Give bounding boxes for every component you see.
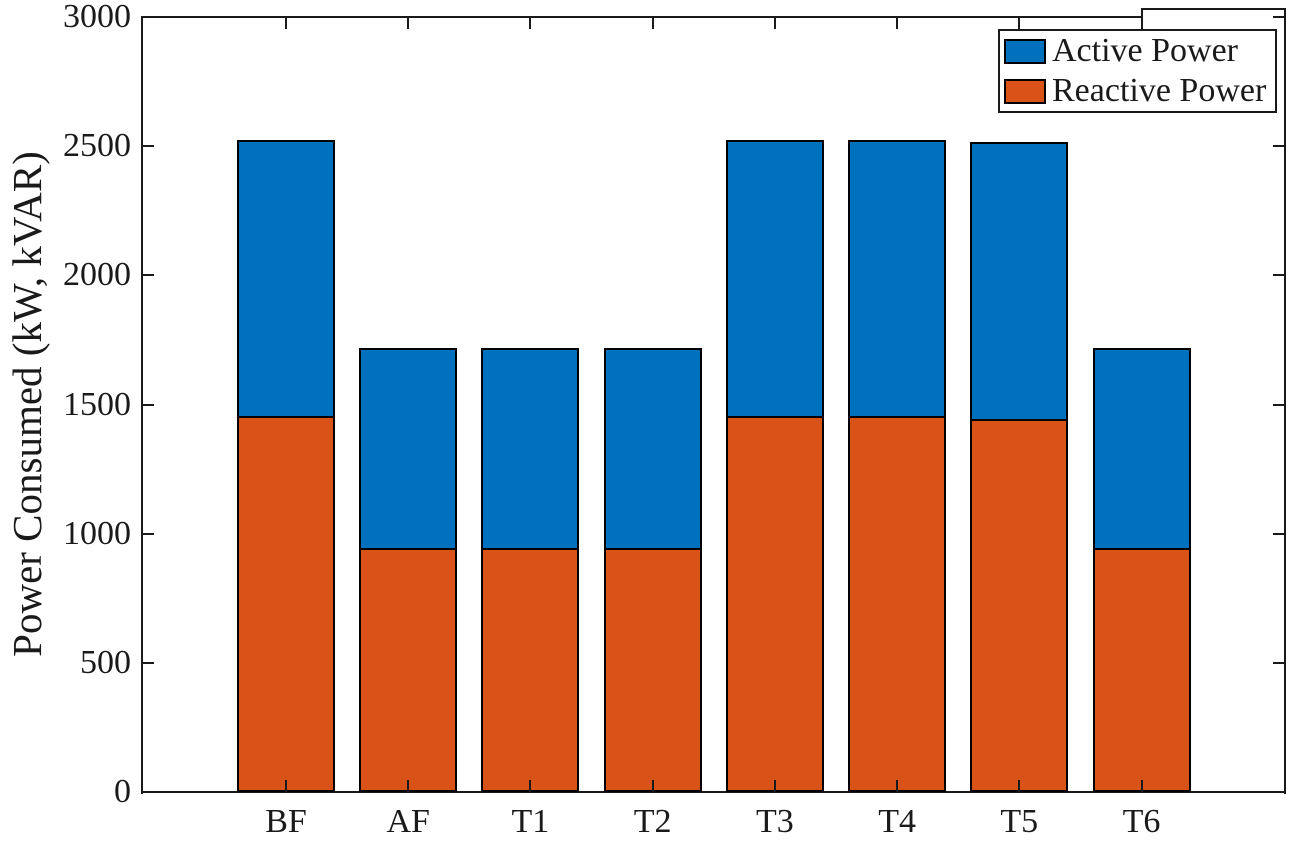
bar-t6 bbox=[1092, 347, 1191, 792]
y-tick-right-1000 bbox=[1273, 532, 1285, 535]
y-tick-label-500: 500 bbox=[80, 643, 131, 681]
bar-t3-active-segment bbox=[727, 141, 822, 419]
y-tick-left-2500 bbox=[142, 145, 154, 148]
bar-t4-active-segment bbox=[850, 141, 945, 419]
legend-label-active-power: Active Power bbox=[1052, 32, 1239, 69]
y-tick-left-3000 bbox=[142, 16, 154, 18]
x-tick-bottom-t6 bbox=[1140, 780, 1143, 792]
x-tick-bottom-t1 bbox=[529, 780, 532, 792]
legend-swatch-active-power bbox=[1004, 38, 1046, 64]
legend-item-active-power: Active Power bbox=[1000, 31, 1275, 71]
x-tick-label-t1: T1 bbox=[511, 803, 550, 840]
x-tick-top-t4 bbox=[896, 17, 899, 29]
y-tick-right-1500 bbox=[1273, 403, 1285, 406]
x-tick-top-t6 bbox=[1140, 17, 1143, 29]
plot-border-top bbox=[141, 16, 1143, 18]
y-tick-left-1000 bbox=[142, 532, 154, 535]
bar-t4 bbox=[848, 139, 947, 792]
x-tick-bottom-t2 bbox=[651, 780, 654, 792]
y-tick-left-2000 bbox=[142, 274, 154, 277]
x-tick-label-af: AF bbox=[386, 803, 430, 840]
x-tick-top-t2 bbox=[651, 17, 654, 29]
bar-bf bbox=[237, 139, 335, 792]
bar-t6-active-segment bbox=[1094, 349, 1189, 550]
x-tick-top-t5 bbox=[1018, 17, 1021, 29]
bar-t2 bbox=[603, 347, 702, 792]
y-tick-right-500 bbox=[1273, 661, 1285, 664]
plot-border-top-step bbox=[1141, 8, 1143, 18]
bar-t5 bbox=[970, 142, 1069, 792]
x-tick-label-t3: T3 bbox=[756, 803, 794, 840]
y-tick-label-0: 0 bbox=[114, 773, 131, 810]
y-tick-right-2000 bbox=[1273, 274, 1285, 277]
y-tick-label-2500: 2500 bbox=[63, 127, 131, 165]
bar-t2-active-segment bbox=[605, 349, 700, 550]
y-tick-label-3000: 3000 bbox=[63, 0, 131, 35]
legend-item-reactive-power: Reactive Power bbox=[1000, 71, 1275, 111]
y-tick-left-0 bbox=[142, 791, 154, 793]
x-tick-label-t4: T4 bbox=[878, 803, 916, 840]
bar-af-active-segment bbox=[361, 349, 456, 550]
x-tick-top-bf bbox=[285, 17, 287, 29]
bar-t1 bbox=[481, 347, 580, 792]
bar-af bbox=[359, 347, 458, 792]
plot-border-top-raised bbox=[1141, 8, 1286, 10]
x-tick-bottom-af bbox=[407, 780, 410, 792]
legend: Active Power Reactive Power bbox=[998, 29, 1277, 113]
plot-border-bottom bbox=[141, 791, 1286, 793]
x-tick-bottom-t3 bbox=[773, 780, 776, 792]
plot-border-right bbox=[1284, 8, 1286, 794]
x-tick-top-af bbox=[407, 17, 410, 29]
x-tick-label-t2: T2 bbox=[633, 803, 672, 840]
bar-t5-active-segment bbox=[972, 144, 1067, 421]
x-tick-label-t6: T6 bbox=[1122, 803, 1161, 840]
x-tick-bottom-bf bbox=[285, 780, 287, 792]
x-tick-bottom-t4 bbox=[896, 780, 899, 792]
x-tick-label-bf: BF bbox=[265, 803, 307, 840]
bar-t3 bbox=[725, 139, 824, 792]
x-tick-bottom-t5 bbox=[1018, 780, 1021, 792]
bar-t1-active-segment bbox=[483, 349, 578, 550]
bar-bf-active-segment bbox=[239, 141, 333, 419]
y-tick-right-3000 bbox=[1273, 16, 1285, 18]
y-tick-label-1500: 1500 bbox=[63, 385, 131, 423]
legend-label-reactive-power: Reactive Power bbox=[1052, 72, 1267, 109]
x-tick-top-t1 bbox=[529, 17, 532, 29]
y-tick-label-1000: 1000 bbox=[63, 514, 131, 552]
x-tick-top-t3 bbox=[773, 17, 776, 29]
y-tick-right-2500 bbox=[1273, 145, 1285, 148]
y-tick-left-500 bbox=[142, 661, 154, 664]
y-tick-left-1500 bbox=[142, 403, 154, 406]
y-tick-label-2000: 2000 bbox=[63, 256, 131, 294]
legend-swatch-reactive-power bbox=[1004, 78, 1046, 104]
x-tick-label-t5: T5 bbox=[1000, 803, 1039, 840]
y-tick-right-0 bbox=[1273, 791, 1285, 793]
